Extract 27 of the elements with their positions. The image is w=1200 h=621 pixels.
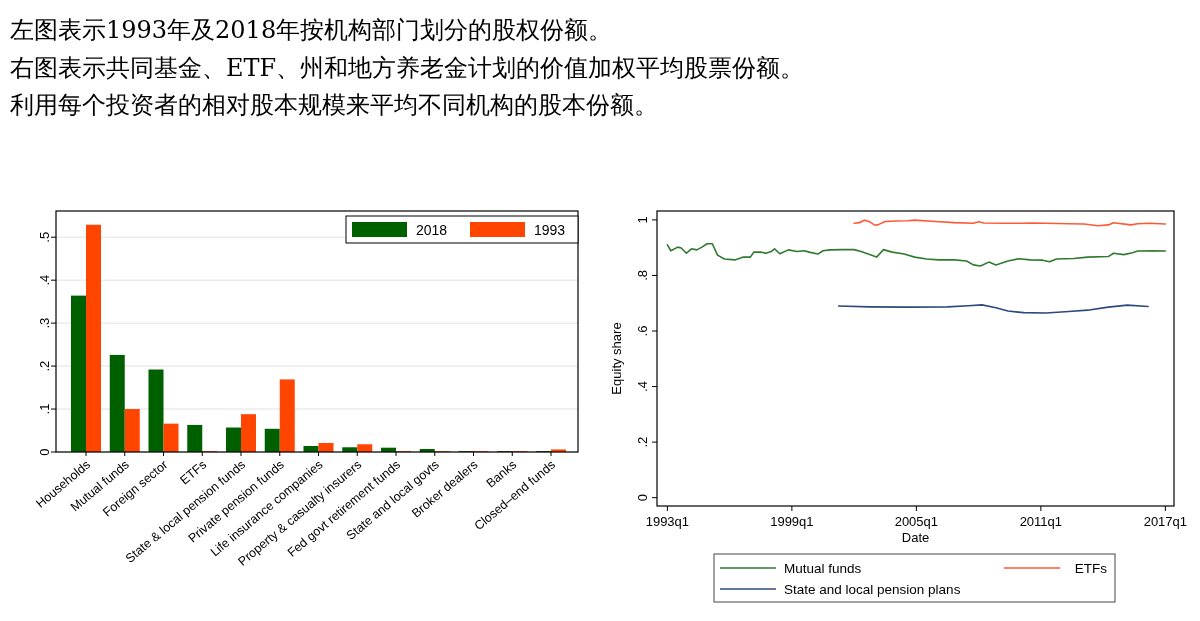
x-tick-label: 2011q1 [1019, 514, 1063, 529]
y-tick-label: .2 [36, 360, 52, 372]
x-tick-label: 2017q1 [1143, 514, 1188, 529]
y-tick-label: .4 [36, 274, 52, 286]
x-tick-label: 1999q1 [770, 514, 814, 529]
text: 利用每个投资者的相对股本规模来平均不同机构的股本份额。 [10, 91, 658, 119]
legend-label: 1993 [534, 222, 566, 238]
y-tick-label: .5 [36, 231, 52, 243]
y-tick-label: 0 [36, 448, 52, 456]
x-tick-label: 1993q1 [645, 514, 690, 529]
y-tick-label: 1 [634, 216, 650, 224]
legend-label: Mutual funds [784, 561, 862, 576]
legend-label: State and local pension plans [784, 582, 961, 597]
x-axis-title: Date [901, 530, 930, 545]
y-tick-label: .8 [634, 270, 650, 281]
legend-label: 2018 [416, 222, 448, 238]
y-tick-label: 0 [634, 494, 650, 502]
y-tick-label: .6 [634, 325, 650, 337]
y-axis-title: Equity share [609, 322, 624, 395]
x-tick-label: 2005q1 [894, 514, 939, 529]
y-tick-label: .1 [36, 403, 52, 415]
text: 左图表示1993年及2018年按机构部门划分的股权份额。 [10, 16, 613, 44]
legend-label: ETFs [1074, 561, 1108, 576]
y-tick-label: .4 [634, 381, 650, 392]
y-tick-label: .3 [36, 317, 52, 329]
text: 右图表示共同基金、ETF、州和地方养老金计划的价值加权平均股票份额。 [10, 53, 805, 82]
y-tick-label: .2 [634, 436, 650, 448]
